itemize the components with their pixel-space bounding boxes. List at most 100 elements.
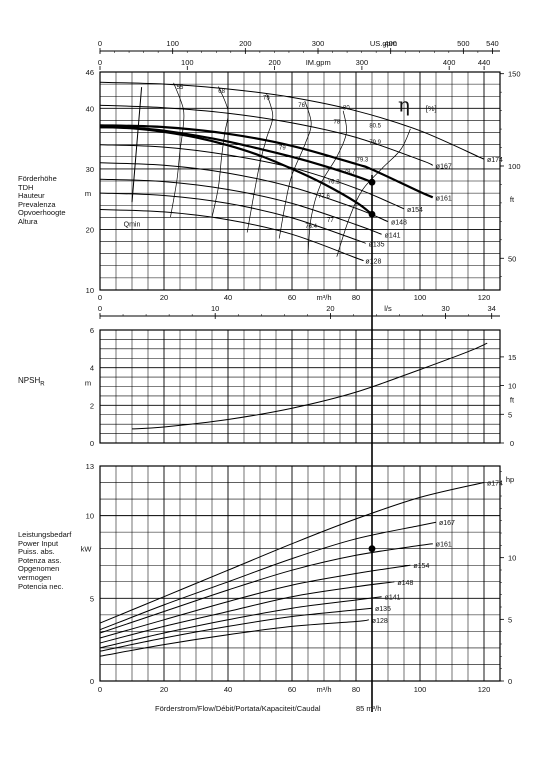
power-curve-label: ø148 <box>397 580 413 587</box>
head-label-line-5: Altura <box>18 216 38 226</box>
head-curve-ø161 <box>99 124 434 199</box>
efficiency-value-label: 77.6 <box>318 194 330 200</box>
ls-tick-label: 20 <box>326 304 334 313</box>
npsh-subscript: R <box>40 381 45 388</box>
flow-tick-label-head: 20 <box>160 293 168 302</box>
head-curve-ø148 <box>99 162 389 223</box>
power-curve-ø148 <box>99 581 395 644</box>
power-label-line-6: Potencia nec. <box>18 581 64 591</box>
flow-tick-label-head: 120 <box>478 293 491 302</box>
npsh-y-tick-label: 6 <box>90 326 94 335</box>
head-y-tick-label: 20 <box>86 225 94 234</box>
power-hp-tick-label: 10 <box>508 554 516 563</box>
head-y-unit: m <box>85 189 91 198</box>
npsh-frame <box>99 329 501 444</box>
head-y-tick-label: 40 <box>86 104 94 113</box>
power-label-line-2: Puiss. abs. <box>18 547 55 557</box>
us-gpm-unit-label: US.gpm <box>370 39 397 48</box>
flow-tick-label-head: 100 <box>414 293 427 302</box>
power-y-tick-label: 5 <box>90 594 94 603</box>
flow-tick-label-power: 40 <box>224 685 232 694</box>
head-curve-label: ø135 <box>369 241 385 248</box>
flow-tick-label-head: 40 <box>224 293 232 302</box>
us-gpm-tick-label: 540 <box>486 39 499 48</box>
power-frame <box>99 465 501 682</box>
efficiency-isoline <box>170 82 185 218</box>
head-curve-label: ø128 <box>365 258 381 265</box>
us-gpm-tick-label: 400 <box>384 39 397 48</box>
head-label-line-3: Prevalenza <box>18 199 56 209</box>
flow-tick-label-head: 0 <box>98 293 102 302</box>
efficiency-value-label: 76.2 <box>328 179 340 185</box>
npsh-ft-tick-label: 10 <box>508 382 516 391</box>
head-highlight-lower <box>99 126 373 216</box>
power-label-line-1: Power Input <box>18 538 59 548</box>
flow-unit-label-power: m³/h <box>317 685 332 694</box>
power-curve-ø135 <box>99 607 373 652</box>
flow-tick-label-power: 100 <box>414 685 427 694</box>
power-hp-tick-label: 5 <box>508 615 512 624</box>
power-label-line-0: Leistungsbedarf <box>18 530 72 539</box>
npsh-ft-tick-label: 5 <box>508 410 512 419</box>
head-curve-ø135 <box>99 192 366 244</box>
efficiency-isoline <box>246 93 274 233</box>
flow-tick-label-head: 80 <box>352 293 360 302</box>
power-label-line-4: Opgenomen <box>18 564 60 574</box>
head-curve-label: ø154 <box>407 207 423 214</box>
efficiency-value-label: 79.3 <box>357 158 369 164</box>
head-y-tick-label: 10 <box>86 286 94 295</box>
efficiency-value-label: 80 <box>343 106 350 112</box>
power-hp-tick-label: 0 <box>508 677 512 686</box>
im-gpm-unit-label: IM.gpm <box>306 58 331 67</box>
power-curve-ø154 <box>99 564 411 639</box>
power-y-tick-label: 13 <box>86 462 94 471</box>
ls-tick-label: 10 <box>211 304 219 313</box>
head-curve-ø167 <box>99 104 434 166</box>
efficiency-unit: [%] <box>426 104 437 113</box>
power-curve-label: ø161 <box>436 542 452 549</box>
power-curve-ø161 <box>99 543 433 634</box>
ls-tick-label: 34 <box>488 304 496 313</box>
head-curve-ø154 <box>99 144 405 210</box>
im-gpm-tick-label: 300 <box>356 58 369 67</box>
head-frame <box>99 71 501 291</box>
efficiency-value-label: 79.9 <box>369 140 381 146</box>
power-curve-label: ø135 <box>375 606 391 613</box>
head-ft-tick-label: 50 <box>508 254 516 263</box>
flow-tick-label-power: 60 <box>288 685 296 694</box>
head-label-line-0: Förderhöhe <box>18 174 57 183</box>
npsh-ft-tick-label: 15 <box>508 353 516 362</box>
npsh-axis-label: NPSHR <box>18 376 45 389</box>
us-gpm-tick-label: 500 <box>457 39 470 48</box>
power-label-line-5: vermogen <box>18 572 52 582</box>
flow-tick-label-head: 60 <box>288 293 296 302</box>
head-y-tick-label: 46 <box>86 68 94 77</box>
npsh-y-tick-label: 4 <box>90 364 94 373</box>
head-y-tick-label: 30 <box>86 165 94 174</box>
head-curve-label: ø148 <box>391 220 407 227</box>
head-curve-ø128 <box>99 209 364 262</box>
im-gpm-tick-label: 400 <box>443 58 456 67</box>
im-gpm-tick-label: 100 <box>181 58 194 67</box>
duty-point-upper <box>368 178 376 186</box>
npsh-label: NPSH <box>18 376 41 385</box>
head-curve-label: ø174 <box>487 157 503 164</box>
flow-tick-label-power: 20 <box>160 685 168 694</box>
power-curve-label: ø154 <box>413 563 429 570</box>
im-gpm-tick-label: 440 <box>478 58 491 67</box>
npsh-y-tick-label: 2 <box>90 401 94 410</box>
power-curve-label: ø128 <box>372 618 388 625</box>
power-curve-ø128 <box>99 619 369 657</box>
head-curve-label: ø167 <box>436 163 452 170</box>
us-gpm-tick-label: 200 <box>239 39 252 48</box>
efficiency-symbol: η <box>398 92 410 116</box>
im-gpm-tick-label: 0 <box>98 58 102 67</box>
head-axis-label: Förderhöhe TDH Hauteur Prevalenza Opvoerhoog… <box>18 174 66 227</box>
head-curve-label: ø161 <box>436 195 452 202</box>
ls-tick-label: 30 <box>441 304 449 313</box>
npsh-ft-zero-label: 0 <box>510 439 514 448</box>
head-ft-unit: ft <box>510 195 515 204</box>
efficiency-value-label: 68 <box>218 89 225 95</box>
im-gpm-tick-label: 200 <box>268 58 281 67</box>
